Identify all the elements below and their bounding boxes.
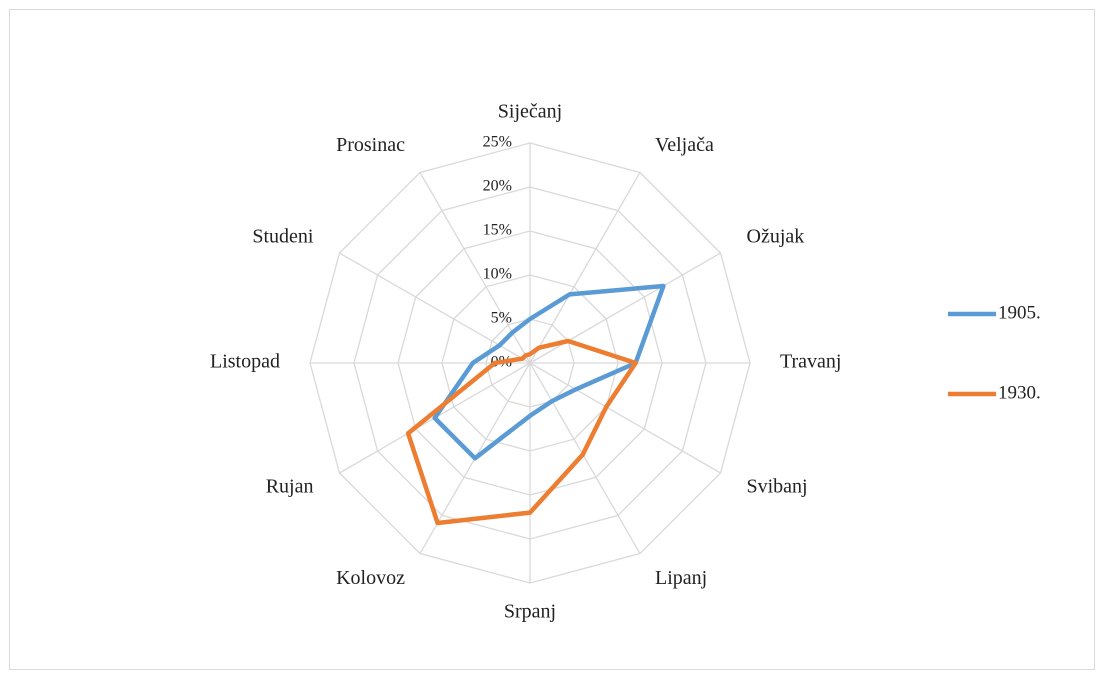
- radial-tick-label: 5%: [491, 310, 512, 327]
- chart-border: [9, 9, 1095, 670]
- category-label: Kolovoz: [336, 567, 405, 589]
- category-label: Veljača: [655, 134, 714, 156]
- radial-tick-label: 20%: [483, 178, 512, 195]
- category-label: Rujan: [266, 476, 314, 498]
- category-label: Prosinac: [336, 134, 405, 156]
- legend-label: 1930.: [998, 382, 1041, 403]
- radial-tick-label: 15%: [483, 222, 512, 239]
- radial-tick-label: 10%: [483, 266, 512, 283]
- category-label: Lipanj: [655, 567, 707, 589]
- category-label: Listopad: [210, 351, 280, 373]
- category-label: Ožujak: [747, 226, 805, 248]
- spoke: [529, 362, 721, 474]
- category-label: Srpanj: [504, 601, 556, 623]
- series-line: [432, 283, 666, 461]
- spoke: [529, 362, 641, 554]
- category-label: Siječanj: [498, 101, 562, 123]
- series-line: [405, 338, 638, 526]
- spoke: [529, 172, 641, 364]
- radial-tick-label: 25%: [483, 134, 512, 151]
- category-label: Svibanj: [747, 476, 808, 498]
- legend-label: 1905.: [998, 302, 1041, 323]
- category-label: Travanj: [780, 351, 841, 373]
- category-label: Studeni: [252, 226, 314, 248]
